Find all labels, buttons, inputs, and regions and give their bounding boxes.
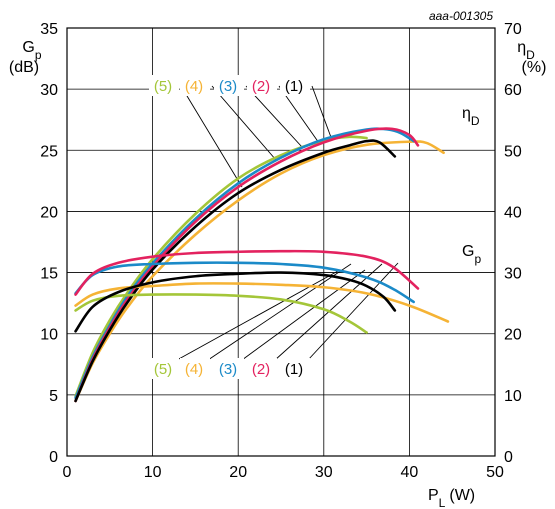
left-tick-label: 20 bbox=[40, 204, 58, 221]
callout-leader-line bbox=[207, 263, 352, 361]
callout-label-background bbox=[180, 358, 210, 379]
callout-label-background bbox=[180, 75, 210, 96]
x-tick-labels: 0 10 20 30 40 50 bbox=[63, 464, 504, 481]
callout-leader-line bbox=[307, 262, 399, 361]
efficiency-series-line-1 bbox=[74, 139, 397, 403]
gain-series-line-1 bbox=[74, 271, 397, 333]
callout-label: (2) bbox=[252, 361, 270, 378]
callout-label: (4) bbox=[185, 78, 203, 95]
efficiency-series-line-4 bbox=[74, 140, 445, 403]
callout-label: (1) bbox=[285, 78, 303, 95]
callout-label: (5) bbox=[154, 78, 172, 95]
left-tick-label: 10 bbox=[40, 327, 58, 344]
gain-group-label: Gp bbox=[462, 243, 481, 266]
right-tick-label: 50 bbox=[504, 143, 522, 160]
x-tick-label: 20 bbox=[229, 464, 247, 481]
left-tick-label: 0 bbox=[49, 449, 58, 466]
right-tick-label: 60 bbox=[504, 82, 522, 99]
callout-label-background bbox=[247, 75, 277, 96]
right-axis-title: ηD bbox=[517, 39, 535, 62]
callout-label-background bbox=[214, 75, 244, 96]
callout-label-background bbox=[247, 358, 277, 379]
callout-label: (2) bbox=[252, 78, 270, 95]
gain-series-line-4 bbox=[74, 282, 450, 323]
callout-label: (3) bbox=[219, 361, 237, 378]
left-tick-label: 15 bbox=[40, 266, 58, 283]
right-tick-label: 30 bbox=[504, 266, 522, 283]
x-tick-label: 50 bbox=[486, 464, 504, 481]
callout-label-background bbox=[280, 358, 310, 379]
callout-leader-line bbox=[211, 85, 277, 161]
x-tick-label: 30 bbox=[315, 464, 333, 481]
gain-series-line-2 bbox=[74, 249, 420, 296]
gain-series-line-3 bbox=[74, 261, 415, 304]
reference-code: aaa-001305 bbox=[429, 9, 493, 23]
callout-label: (4) bbox=[185, 361, 203, 378]
right-tick-label: 70 bbox=[504, 21, 522, 38]
plot-frame bbox=[66, 27, 496, 457]
callout-leader-line bbox=[245, 85, 303, 148]
callout-labels: (5) (4) (3) (2) (1) (5) (4) (3) (2) (1) bbox=[149, 75, 310, 379]
x-axis-title: PL (W) bbox=[428, 487, 475, 509]
left-tick-labels: 0 5 10 15 20 25 30 35 bbox=[40, 21, 58, 466]
right-tick-label: 10 bbox=[504, 388, 522, 405]
callout-label-background bbox=[280, 75, 310, 96]
callout-label-background bbox=[149, 75, 179, 96]
series-layer bbox=[74, 127, 450, 403]
left-tick-label: 30 bbox=[40, 82, 58, 99]
right-tick-label: 20 bbox=[504, 327, 522, 344]
left-tick-label: 35 bbox=[40, 21, 58, 38]
callout-leader-line bbox=[180, 85, 243, 188]
right-tick-label: 0 bbox=[504, 449, 513, 466]
callout-leader-line bbox=[311, 85, 333, 141]
x-tick-label: 40 bbox=[401, 464, 419, 481]
callout-leader-line bbox=[241, 269, 366, 361]
x-tick-label: 0 bbox=[63, 464, 72, 481]
x-tick-label: 10 bbox=[144, 464, 162, 481]
left-tick-label: 25 bbox=[40, 143, 58, 160]
left-tick-label: 5 bbox=[49, 388, 58, 405]
right-tick-label: 40 bbox=[504, 204, 522, 221]
callout-label: (1) bbox=[285, 361, 303, 378]
left-axis-unit: (dB) bbox=[9, 59, 39, 76]
right-axis-unit: (%) bbox=[522, 59, 547, 76]
callout-label: (3) bbox=[219, 78, 237, 95]
right-tick-labels: 0 10 20 30 40 50 60 70 bbox=[504, 21, 522, 466]
efficiency-group-label: ηD bbox=[462, 105, 480, 128]
left-axis-title: Gp bbox=[22, 39, 41, 62]
callout-label-background bbox=[214, 358, 244, 379]
callout-label: (5) bbox=[154, 361, 172, 378]
callout-label-background bbox=[149, 358, 179, 379]
